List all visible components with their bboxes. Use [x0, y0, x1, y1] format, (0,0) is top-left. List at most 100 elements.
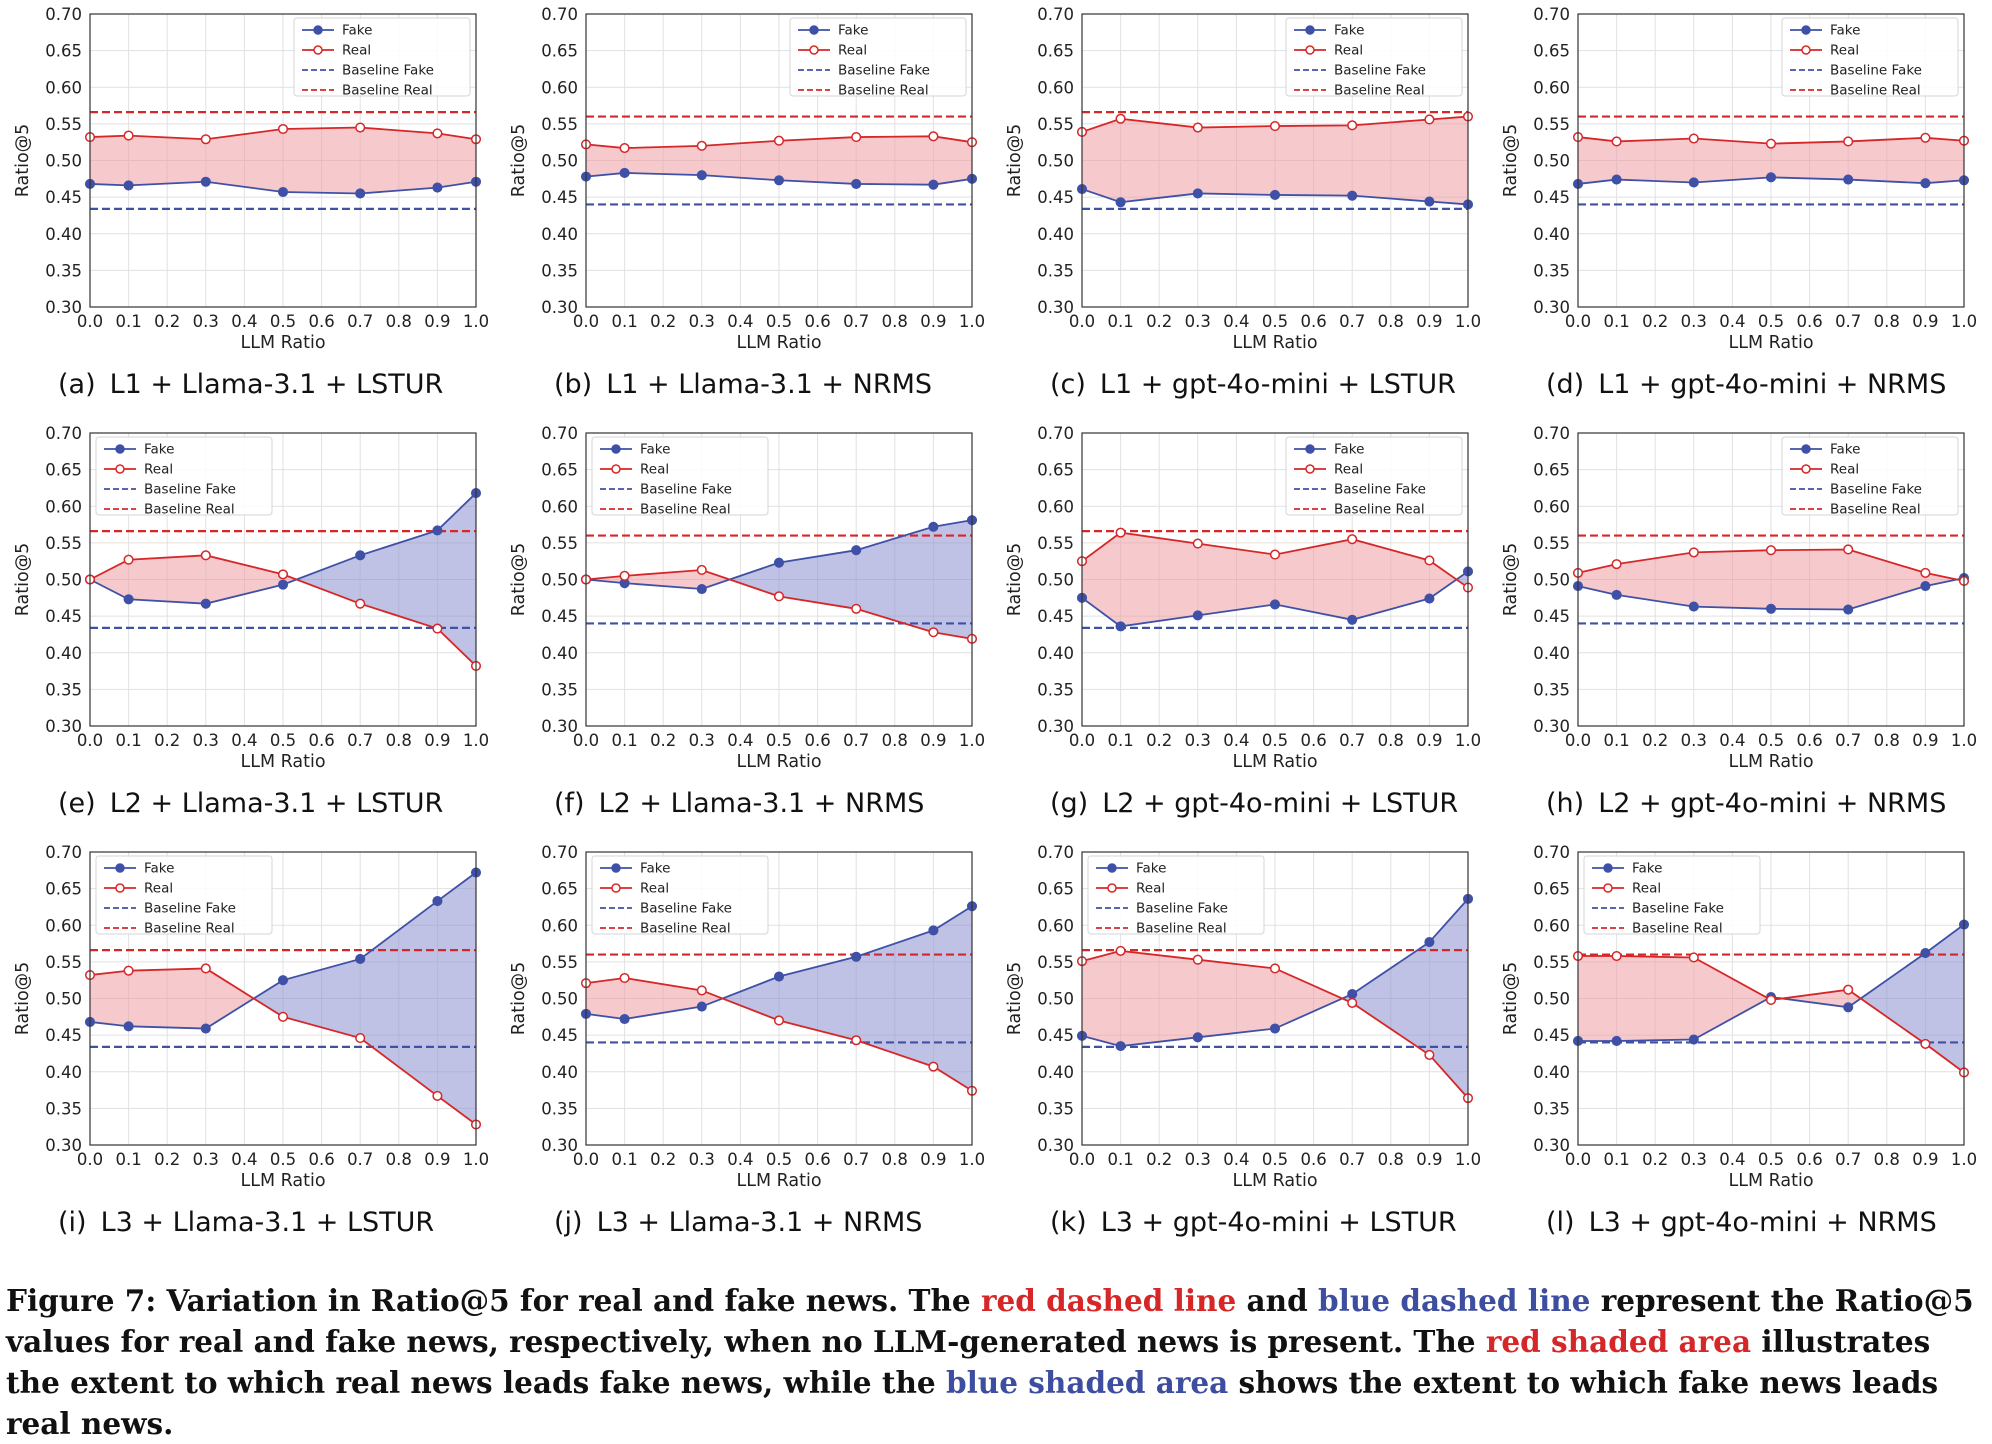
data-point-real [123, 130, 134, 141]
x-tick-label: 0.4 [1223, 1150, 1249, 1169]
legend-box [789, 17, 967, 97]
y-tick-label: 0.40 [1533, 225, 1570, 244]
data-point-real [1688, 547, 1699, 558]
fake-leads-area [1429, 898, 1468, 1099]
real-leads-area [1925, 572, 1957, 587]
data-point-real [200, 963, 211, 974]
real-leads-area [1120, 532, 1198, 627]
legend-swatch-marker [611, 464, 621, 474]
legend-label: Baseline Fake [1830, 482, 1922, 498]
real-leads-area [1120, 118, 1198, 203]
real-leads-area [1275, 539, 1353, 620]
data-point-fake [277, 579, 289, 590]
data-point-real [696, 140, 707, 151]
data-point-fake [773, 557, 785, 568]
fake-leads-area [933, 906, 972, 1091]
x-tick-label: 0.9 [920, 1150, 946, 1169]
y-tick-label: 0.35 [541, 1099, 578, 1118]
legend-label: Real [1632, 881, 1661, 897]
data-point-fake [696, 170, 707, 181]
legend: Fake Real Baseline Fake Baseline Real [591, 855, 769, 937]
figure-caption: Figure 7: Variation in Ratio@5 for real … [6, 1280, 1986, 1444]
y-tick-label: 0.35 [1037, 261, 1074, 280]
legend-label: Baseline Real [640, 921, 731, 937]
subplot-caption: (c) L1 + gpt-4o-mini + LSTUR [1050, 369, 1456, 400]
x-tick-label: 0.5 [270, 1150, 296, 1169]
caption-mid2: illustrates the extent to which real new… [6, 1324, 1931, 1400]
x-tick-label: 0.6 [1300, 1150, 1326, 1169]
y-tick-label: 0.40 [1533, 644, 1570, 663]
y-tick-label: 0.30 [541, 717, 578, 736]
y-tick-label: 0.30 [45, 1136, 82, 1155]
data-point-fake [1347, 190, 1358, 201]
real-leads-area [1352, 119, 1430, 202]
data-point-fake [1920, 178, 1931, 189]
fake-leads-area [779, 550, 857, 609]
x-tick-label: 0.3 [1681, 731, 1707, 750]
data-point-fake [1347, 989, 1358, 1000]
y-tick-label: 0.35 [45, 261, 82, 280]
x-tick-label: 0.5 [1262, 312, 1288, 331]
x-tick-label: 0.9 [1416, 312, 1442, 331]
x-tick-label: 0.6 [308, 1150, 334, 1169]
real-leads-area [1771, 141, 1849, 180]
y-tick-label: 0.65 [1037, 42, 1074, 61]
real-leads-area [586, 575, 625, 584]
real-leads-area [586, 977, 625, 1020]
data-point-fake [1920, 581, 1931, 592]
legend-box [591, 436, 769, 516]
legend-label: Baseline Fake [144, 482, 236, 498]
y-tick-label: 0.30 [1037, 717, 1074, 736]
legend-swatch-marker [809, 25, 819, 35]
legend-swatch-marker [115, 464, 125, 474]
x-tick-label: 0.0 [1565, 1150, 1591, 1169]
real-leads-area [701, 569, 730, 590]
x-tick-label: 0.3 [689, 731, 715, 750]
x-tick-label: 1.0 [463, 1150, 489, 1169]
fake-leads-area [253, 980, 283, 1017]
y-tick-label: 0.30 [1037, 298, 1074, 317]
x-axis-label: LLM Ratio [736, 1171, 821, 1191]
x-tick-label: 0.7 [1339, 731, 1365, 750]
legend-label: Fake [1632, 861, 1662, 877]
real-leads-area [1693, 957, 1769, 1040]
real-leads-area [1848, 989, 1861, 1008]
chart-panel-k: 0.0 0.1 0.2 0.3 0.4 0.5 0.6 0.7 0.8 0.9 1.0 0.30 0.3… [1005, 843, 1481, 1238]
x-tick-label: 0.2 [154, 312, 180, 331]
real-leads-area [1616, 138, 1694, 183]
data-point-fake [1920, 948, 1931, 959]
y-tick-label: 0.60 [1533, 916, 1570, 935]
y-tick-label: 0.50 [45, 571, 82, 590]
subplot-label: (c) [1050, 369, 1086, 400]
x-tick-label: 0.3 [193, 731, 219, 750]
data-point-real [619, 142, 630, 154]
data-point-real [1611, 950, 1622, 962]
y-tick-label: 0.70 [45, 5, 82, 24]
legend-label: Real [640, 881, 669, 897]
real-leads-area [1120, 950, 1198, 1047]
data-point-fake [1115, 197, 1126, 208]
legend-label: Real [838, 43, 867, 59]
x-tick-label: 0.0 [1069, 312, 1095, 331]
y-tick-label: 0.55 [1037, 115, 1074, 134]
real-leads-area [90, 559, 129, 600]
y-tick-label: 0.40 [1037, 1063, 1074, 1082]
y-axis-label: Ratio@5 [1501, 962, 1521, 1036]
legend-label: Baseline Fake [1334, 482, 1426, 498]
data-point-real [1611, 136, 1622, 147]
x-axis-label: LLM Ratio [1728, 333, 1813, 353]
data-point-fake [1688, 177, 1699, 188]
x-tick-label: 0.6 [804, 731, 830, 750]
x-tick-label: 0.2 [1642, 312, 1668, 331]
x-tick-label: 0.3 [1681, 312, 1707, 331]
y-tick-label: 0.45 [1533, 607, 1570, 626]
real-leads-area [205, 129, 283, 192]
caption-red-dashed: red dashed line [980, 1283, 1237, 1318]
legend-swatch-marker [115, 444, 125, 454]
legend-label: Fake [838, 23, 868, 39]
y-tick-label: 0.70 [541, 5, 578, 24]
chart-panel-a: 0.0 0.1 0.2 0.3 0.4 0.5 0.6 0.7 0.8 0.9 1.0 0.30 0.3… [13, 5, 489, 400]
data-point-real [432, 128, 443, 139]
y-tick-label: 0.70 [1037, 843, 1074, 862]
legend-label: Baseline Fake [1334, 63, 1426, 79]
